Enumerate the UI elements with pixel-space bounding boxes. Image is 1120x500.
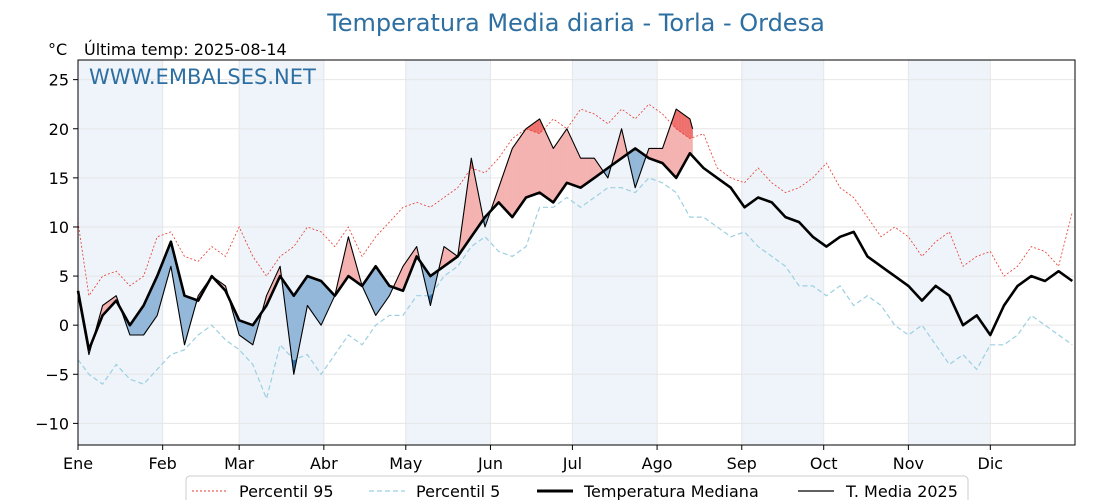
- y-tick-label: 15: [49, 169, 69, 188]
- y-axis: −10 −5 0 5 10 15 20 25: [35, 71, 78, 433]
- y-tick-label: 0: [59, 316, 69, 335]
- below-median-fill: [378, 269, 382, 313]
- above-p95-fill: [686, 116, 691, 139]
- x-tick-label: Dic: [978, 454, 1004, 473]
- above-median-fill: [569, 134, 573, 186]
- above-median-fill: [512, 143, 516, 218]
- below-median-fill: [247, 322, 251, 344]
- p95-line: [77, 103, 1073, 297]
- below-median-fill: [315, 278, 319, 322]
- month-band: [908, 60, 991, 445]
- current-year-line: [77, 108, 694, 375]
- legend-current-label: T. Media 2025: [845, 482, 958, 500]
- legend-p95-label: Percentil 95: [239, 482, 334, 500]
- above-median-fill: [555, 139, 559, 200]
- above-median-fill: [550, 142, 554, 203]
- chart-title: Temperatura Media diaria - Torla - Ordes…: [326, 9, 825, 37]
- above-median-fill: [544, 130, 549, 199]
- above-median-fill: [542, 124, 546, 197]
- x-tick-label: Feb: [149, 454, 177, 473]
- above-median-fill: [564, 128, 568, 188]
- above-p95-fill: [681, 112, 685, 136]
- month-band: [239, 60, 324, 445]
- x-tick-label: Mar: [224, 454, 255, 473]
- below-median-fill: [309, 276, 314, 315]
- legend: Percentil 95 Percentil 5 Temperatura Med…: [185, 475, 969, 500]
- legend-box: [185, 475, 969, 500]
- below-median-fill: [241, 320, 245, 340]
- above-median-fill: [525, 126, 529, 198]
- above-median-fill: [585, 158, 589, 185]
- series-lines: [76, 103, 1074, 401]
- watermark: WWW.EMBALSES.NET: [89, 65, 316, 89]
- above-p95-fill: [678, 110, 682, 134]
- x-tick-label: Abr: [310, 454, 338, 473]
- above-median-fill: [509, 148, 513, 218]
- x-tick-label: May: [389, 454, 422, 473]
- above-median-fill: [591, 158, 595, 181]
- x-tick-label: Ago: [642, 454, 673, 473]
- above-median-fill: [517, 135, 521, 210]
- x-tick-label: Jul: [562, 454, 582, 473]
- x-tick-label: Sep: [727, 454, 757, 473]
- legend-p5-label: Percentil 5: [416, 482, 500, 500]
- unit-label: °C: [48, 40, 67, 59]
- y-tick-label: 5: [59, 267, 69, 286]
- above-median-fill: [528, 124, 532, 197]
- plot-frame: [77, 59, 1076, 446]
- above-median-fill: [572, 140, 576, 186]
- below-median-fill: [312, 277, 316, 318]
- above-median-fill: [670, 116, 674, 176]
- below-median-fill: [320, 280, 325, 326]
- above-median-fill: [553, 143, 557, 204]
- y-tick-label: 20: [49, 120, 69, 139]
- y-tick-label: 10: [49, 218, 69, 237]
- y-tick-label: −5: [45, 365, 69, 384]
- y-tick-label: 25: [49, 71, 69, 90]
- month-band: [78, 60, 163, 445]
- month-shading: [78, 60, 991, 445]
- x-tick-label: Oct: [810, 454, 838, 473]
- x-axis: Ene Feb Mar Abr May Jun Jul Ago Sep Oct Nov Dic: [63, 445, 1003, 473]
- above-median-fill: [583, 158, 587, 187]
- month-band: [572, 60, 658, 445]
- below-median-fill: [307, 275, 311, 311]
- below-median-fill: [249, 323, 254, 346]
- above-median-fill: [566, 128, 570, 185]
- above-median-fill: [588, 158, 592, 183]
- above-median-fill: [580, 158, 584, 189]
- last-temp-label: Última temp: 2025-08-14: [84, 40, 287, 59]
- above-median-fill: [514, 139, 518, 214]
- x-tick-label: Ene: [63, 454, 93, 473]
- below-median-fill: [318, 279, 322, 326]
- median-line: [76, 147, 1074, 351]
- above-median-fill: [506, 156, 510, 215]
- below-median-fill: [372, 265, 376, 316]
- above-median-fill: [558, 135, 562, 196]
- below-median-fill: [244, 321, 248, 342]
- above-median-fill: [523, 128, 527, 203]
- above-median-fill: [531, 122, 535, 196]
- x-tick-label: Jun: [477, 454, 503, 473]
- month-band: [741, 60, 824, 445]
- above-p95-fill: [684, 114, 688, 137]
- x-tick-label: Nov: [893, 454, 924, 473]
- above-median-fill: [547, 136, 551, 201]
- below-median-fill: [375, 265, 379, 316]
- above-p95-fill: [676, 108, 680, 132]
- p5-line: [77, 177, 1073, 401]
- above-median-fill: [561, 132, 565, 192]
- legend-median-label: Temperatura Mediana: [583, 482, 759, 500]
- above-median-fill: [520, 132, 524, 206]
- y-tick-label: −10: [35, 414, 69, 433]
